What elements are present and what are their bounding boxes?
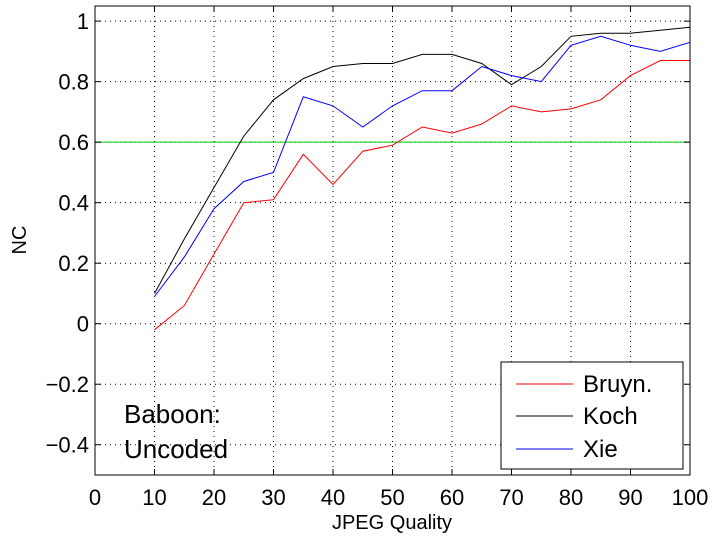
legend-label-bruyn: Bruyn. (583, 371, 652, 398)
y-tick-label-4: 0.4 (58, 191, 89, 216)
x-axis-title: JPEG Quality (332, 512, 452, 534)
y-tick-label-0: −0.4 (46, 433, 89, 458)
x-tick-label-2: 20 (202, 485, 226, 510)
legend-label-koch: Koch (583, 403, 638, 430)
x-tick-label-3: 30 (261, 485, 285, 510)
series-group (154, 26, 691, 331)
series-line-xie (154, 35, 691, 297)
x-tick-label-8: 80 (559, 485, 583, 510)
x-tick-label-1: 10 (142, 485, 166, 510)
annotation-line-1: Baboon: (124, 399, 221, 429)
y-tick-label-6: 0.8 (58, 70, 89, 95)
y-tick-label-7: 1 (77, 9, 89, 34)
y-axis-title: NC (9, 226, 31, 255)
y-tick-label-1: −0.2 (46, 372, 89, 397)
x-tick-label-6: 60 (440, 485, 464, 510)
annotation-line-2: Uncoded (124, 434, 228, 464)
x-tick-label-9: 90 (618, 485, 642, 510)
x-tick-label-7: 70 (499, 485, 523, 510)
y-axis-ticks: −0.4 −0.2 0 0.2 0.4 0.6 0.8 1 (46, 9, 690, 458)
y-tick-label-2: 0 (77, 312, 89, 337)
x-tick-label-5: 50 (380, 485, 404, 510)
series-line-koch (154, 26, 691, 294)
x-tick-label-4: 40 (321, 485, 345, 510)
series-line-bruyn (154, 60, 690, 331)
x-tick-label-0: 0 (89, 485, 101, 510)
legend-label-xie: Xie (583, 436, 618, 463)
y-tick-label-5: 0.6 (58, 130, 89, 155)
legend: Bruyn. Koch Xie (500, 361, 684, 470)
y-tick-label-3: 0.2 (58, 251, 89, 276)
x-tick-label-10: 100 (672, 485, 709, 510)
x-axis-ticks: 0 10 20 30 40 50 60 70 80 90 100 (89, 6, 708, 510)
